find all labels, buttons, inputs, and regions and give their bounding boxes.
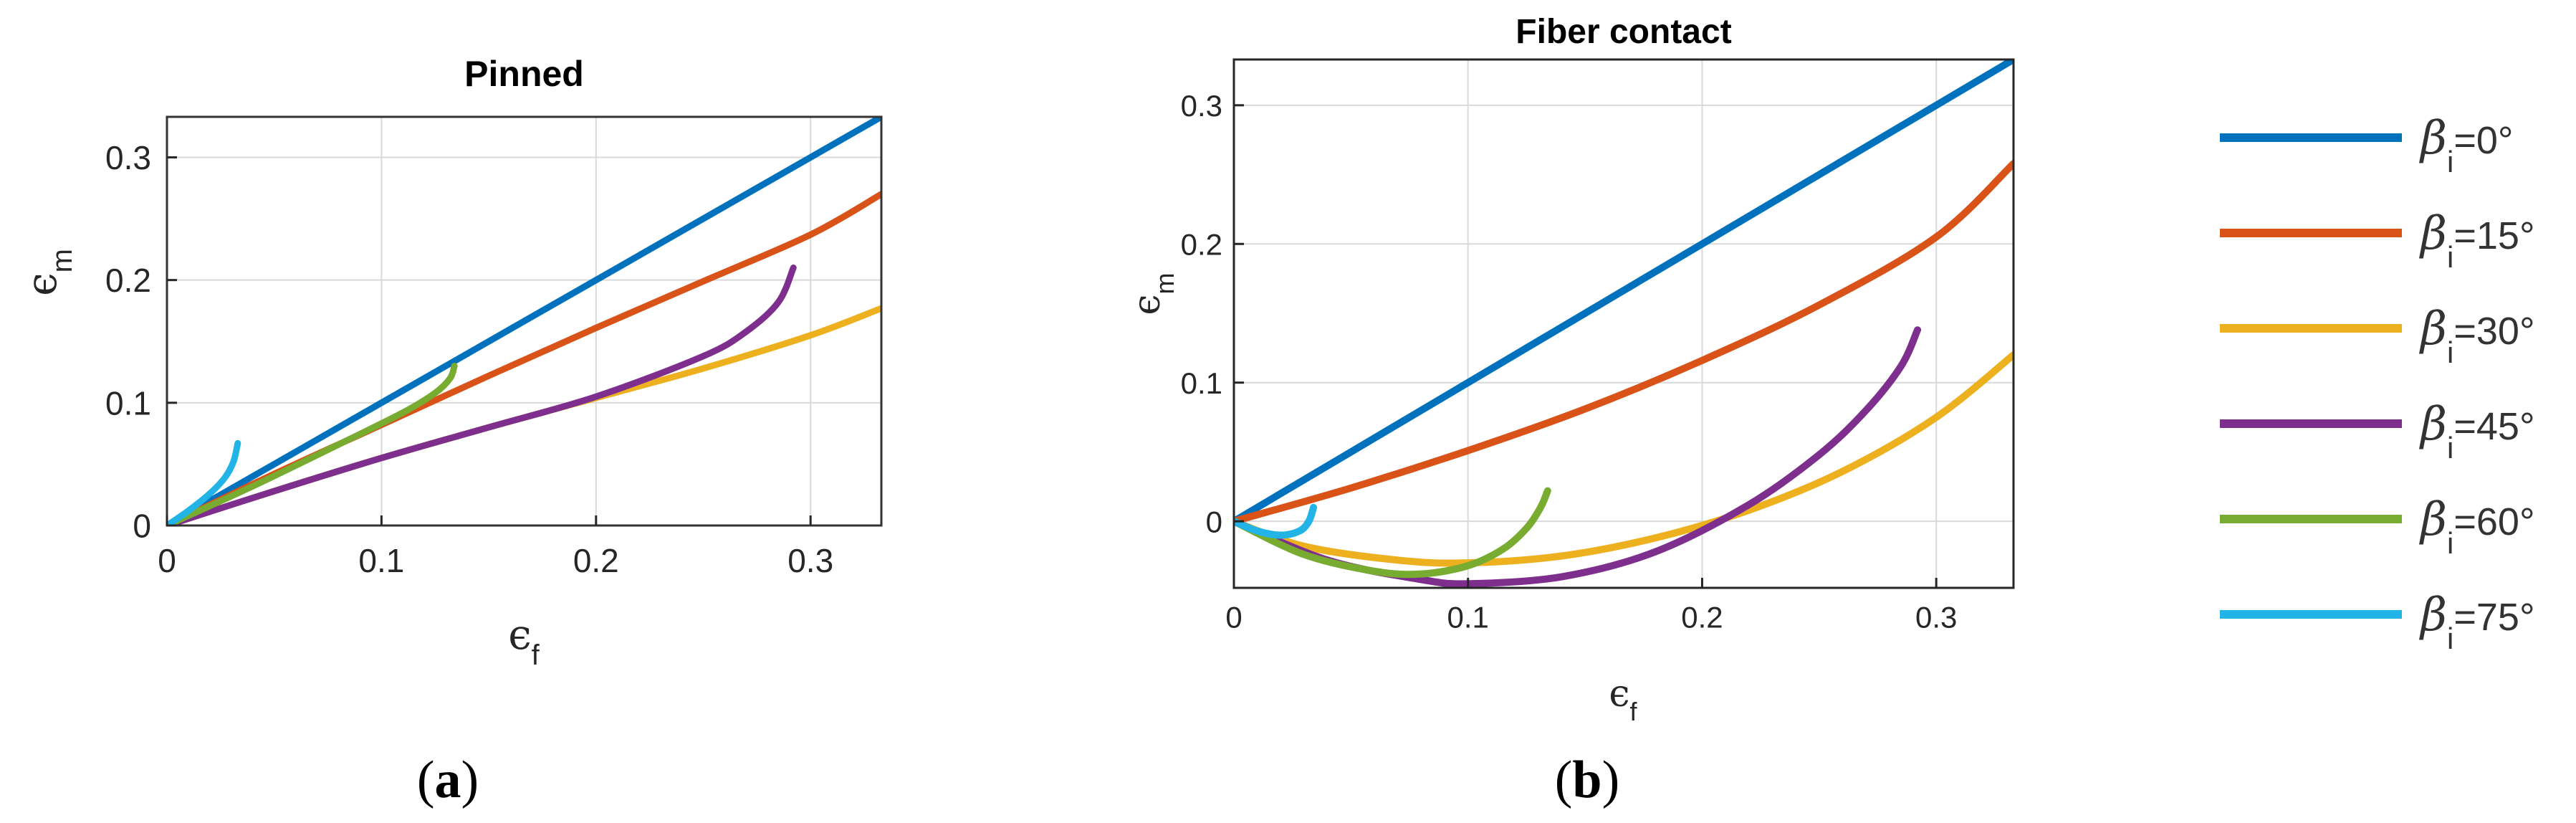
legend-item: βi=60°: [2220, 493, 2535, 560]
legend-label: βi=30°: [2419, 303, 2535, 369]
y-tick-label: 0.3: [105, 139, 151, 176]
legend-label: βi=0°: [2419, 112, 2514, 179]
legend-beta: β: [2419, 112, 2447, 165]
legend-beta: β: [2419, 303, 2447, 356]
legend-subscript: i: [2447, 431, 2453, 465]
legend-label: βi=75°: [2419, 589, 2535, 655]
y-axis-epsilon: ϵ: [17, 272, 66, 295]
y-axis-subscript: m: [47, 249, 78, 272]
series-line-beta-60: [1234, 487, 1551, 579]
subplot-label: (b): [1555, 751, 1619, 809]
series-line-beta-0: [1234, 60, 2014, 525]
x-tick-label: 0.2: [1681, 601, 1723, 634]
y-tick-label: 0.2: [105, 262, 151, 299]
x-axis-subscript: f: [1630, 697, 1638, 726]
x-tick-label: 0: [1225, 601, 1242, 634]
legend-value: =15°: [2453, 214, 2534, 257]
legend-beta: β: [2419, 493, 2447, 546]
legend-subscript: i: [2447, 526, 2453, 560]
legend-item: βi=45°: [2220, 398, 2535, 465]
y-tick-label: 0: [133, 508, 151, 545]
legend-subscript: i: [2447, 336, 2453, 369]
legend-value: =0°: [2453, 119, 2513, 162]
series-line-beta-75: [167, 439, 241, 525]
x-axis-epsilon: ϵ: [1609, 672, 1629, 715]
series-line-beta-0: [167, 117, 881, 525]
x-tick-label: 0.1: [358, 542, 404, 579]
legend-subscript: i: [2447, 622, 2453, 655]
y-tick-label: 0.1: [105, 384, 151, 422]
subplot-letter: b: [1572, 751, 1601, 809]
legend-beta: β: [2419, 589, 2447, 642]
legend-label: βi=15°: [2419, 207, 2535, 274]
legend-value: =60°: [2453, 500, 2534, 543]
plot-area: [1234, 60, 2014, 588]
legend-label: βi=60°: [2419, 493, 2535, 560]
series-line-beta-30: [1234, 351, 2014, 567]
y-axis-label: ϵm: [1126, 272, 1179, 315]
legend-beta: β: [2419, 398, 2447, 451]
y-axis-epsilon: ϵ: [1126, 294, 1169, 315]
legend-value: =45°: [2453, 405, 2534, 448]
x-tick-label: 0.1: [1447, 601, 1489, 634]
legend-subscript: i: [2447, 145, 2453, 179]
y-axis-subscript: m: [1150, 272, 1179, 294]
y-tick-label: 0: [1206, 505, 1222, 538]
series-group: [1234, 60, 2014, 588]
x-tick-label: 0.3: [787, 542, 833, 579]
series-line-beta-75: [1234, 503, 1318, 539]
x-axis-label: ϵf: [1609, 672, 1637, 726]
subplot-label: (a): [417, 751, 479, 809]
axes-frame: [1232, 58, 2015, 589]
x-tick-label: 0.2: [573, 542, 619, 579]
series-line-beta-45: [167, 265, 797, 525]
legend-label: βi=45°: [2419, 398, 2535, 465]
axes-frame: [166, 115, 883, 527]
chart-title: Fiber contact: [1516, 13, 1731, 51]
legend-item: βi=75°: [2220, 589, 2535, 655]
x-axis-subscript: f: [532, 639, 540, 671]
legend-item: βi=15°: [2220, 207, 2535, 274]
y-tick-label: 0.3: [1181, 89, 1222, 123]
series-line-beta-15: [1234, 160, 2014, 525]
legend-value: =75°: [2453, 596, 2534, 639]
series-group: [167, 117, 881, 525]
legend: βi=0°βi=15°βi=30°βi=45°βi=60°βi=75°: [2220, 112, 2535, 655]
legend-item: βi=0°: [2220, 112, 2514, 179]
x-axis-label: ϵf: [508, 610, 540, 671]
subplot-letter: a: [435, 751, 461, 809]
chart-title: Pinned: [464, 54, 584, 94]
legend-value: =30°: [2453, 310, 2534, 353]
series-line-beta-60: [167, 362, 458, 525]
legend-subscript: i: [2447, 240, 2453, 274]
y-axis-label: ϵm: [17, 249, 78, 296]
y-tick-label: 0.1: [1181, 366, 1222, 400]
legend-beta: β: [2419, 207, 2447, 260]
x-tick-label: 0: [158, 542, 176, 579]
legend-item: βi=30°: [2220, 303, 2535, 369]
x-tick-label: 0.3: [1915, 601, 1957, 634]
y-tick-label: 0.2: [1181, 227, 1222, 261]
x-axis-epsilon: ϵ: [508, 610, 531, 659]
